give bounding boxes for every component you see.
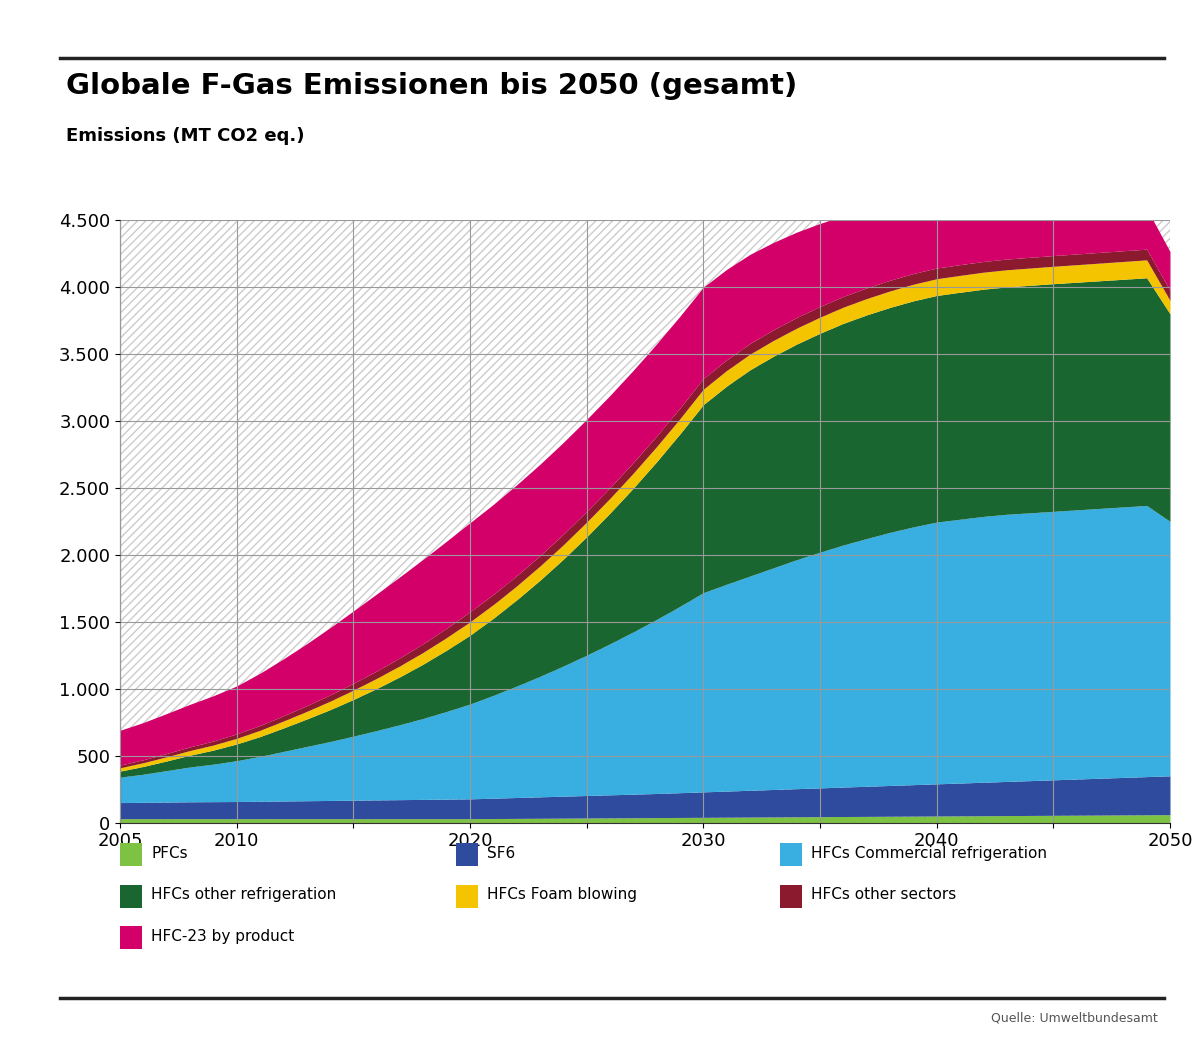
Text: SF6: SF6	[487, 846, 516, 860]
Text: PFCs: PFCs	[151, 846, 188, 860]
Text: Quelle: Umweltbundesamt: Quelle: Umweltbundesamt	[991, 1012, 1158, 1025]
Text: HFCs Foam blowing: HFCs Foam blowing	[487, 888, 637, 902]
Text: HFCs other refrigeration: HFCs other refrigeration	[151, 888, 336, 902]
Text: Emissions (MT CO2 eq.): Emissions (MT CO2 eq.)	[66, 127, 305, 145]
Text: HFC-23 by product: HFC-23 by product	[151, 930, 294, 944]
Text: HFCs other sectors: HFCs other sectors	[811, 888, 956, 902]
Text: HFCs Commercial refrigeration: HFCs Commercial refrigeration	[811, 846, 1048, 860]
Text: Globale F-Gas Emissionen bis 2050 (gesamt): Globale F-Gas Emissionen bis 2050 (gesam…	[66, 71, 797, 100]
